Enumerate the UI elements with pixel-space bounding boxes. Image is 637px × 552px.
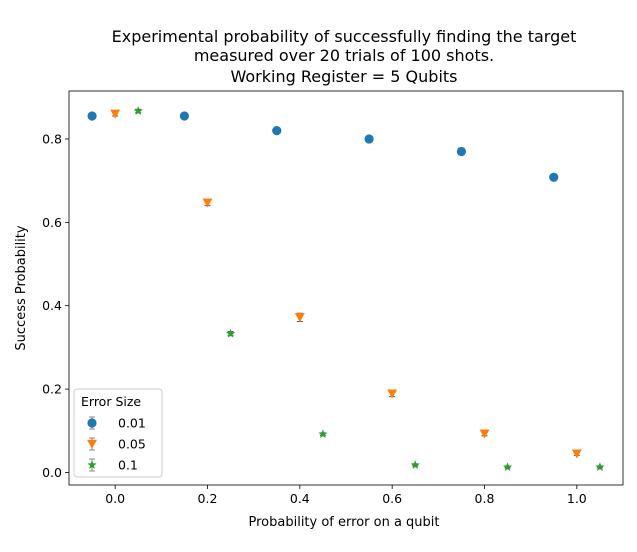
y-axis-ticks: 0.0 0.2 0.4 0.6 0.8 xyxy=(42,131,69,480)
y-tick-label: 0.2 xyxy=(42,382,62,397)
x-axis-label: Probability of error on a qubit xyxy=(249,515,440,530)
series-0-05 xyxy=(110,109,582,459)
data-point xyxy=(549,172,559,182)
data-point xyxy=(571,449,582,459)
legend-entry-label: 0.05 xyxy=(118,437,146,452)
x-tick-label: 0.6 xyxy=(382,491,402,506)
data-point xyxy=(410,460,420,469)
data-point xyxy=(318,429,328,439)
x-tick-label: 0.0 xyxy=(105,491,125,506)
data-markers xyxy=(87,106,605,471)
plot-frame xyxy=(68,90,624,486)
x-axis-ticks: 0.0 0.2 0.4 0.6 0.8 1.0 xyxy=(105,485,587,506)
data-point xyxy=(110,109,121,119)
legend-title: Error Size xyxy=(81,394,141,409)
data-point xyxy=(479,429,490,439)
data-point xyxy=(133,106,143,115)
data-point xyxy=(87,111,97,121)
y-tick-label: 0.0 xyxy=(42,465,62,480)
y-tick-label: 0.4 xyxy=(42,298,62,313)
legend-entry-label: 0.01 xyxy=(118,416,146,431)
y-tick-label: 0.8 xyxy=(42,131,62,146)
y-tick-label: 0.6 xyxy=(42,215,62,230)
chart-title-line-3: Working Register = 5 Qubits xyxy=(230,67,457,86)
x-tick-label: 1.0 xyxy=(567,491,587,506)
y-axis-label: Success Probability xyxy=(14,225,29,350)
legend: Error Size 0.01 0.05 0.1 xyxy=(73,388,163,478)
data-point xyxy=(179,111,190,121)
x-tick-label: 0.8 xyxy=(475,491,495,506)
data-point xyxy=(226,328,236,338)
plot-area xyxy=(68,90,624,486)
legend-marker xyxy=(87,439,97,449)
x-tick-label: 0.4 xyxy=(290,491,310,506)
data-point xyxy=(272,126,282,136)
data-point xyxy=(456,146,467,157)
data-point xyxy=(387,389,398,399)
chart-title-line-2: measured over 20 trials of 100 shots. xyxy=(194,46,494,65)
data-point xyxy=(503,462,513,471)
legend-entry-label: 0.1 xyxy=(118,458,138,473)
x-tick-label: 0.2 xyxy=(198,491,218,506)
series-0-01 xyxy=(87,111,559,182)
data-point xyxy=(202,198,213,208)
legend-frame xyxy=(73,388,163,478)
legend-marker xyxy=(87,460,97,469)
data-point xyxy=(364,134,374,144)
data-point xyxy=(595,462,605,471)
legend-marker xyxy=(87,418,97,428)
series-0-1 xyxy=(133,106,605,471)
chart-title-line-1: Experimental probability of successfully… xyxy=(112,27,577,46)
data-point xyxy=(294,313,305,323)
